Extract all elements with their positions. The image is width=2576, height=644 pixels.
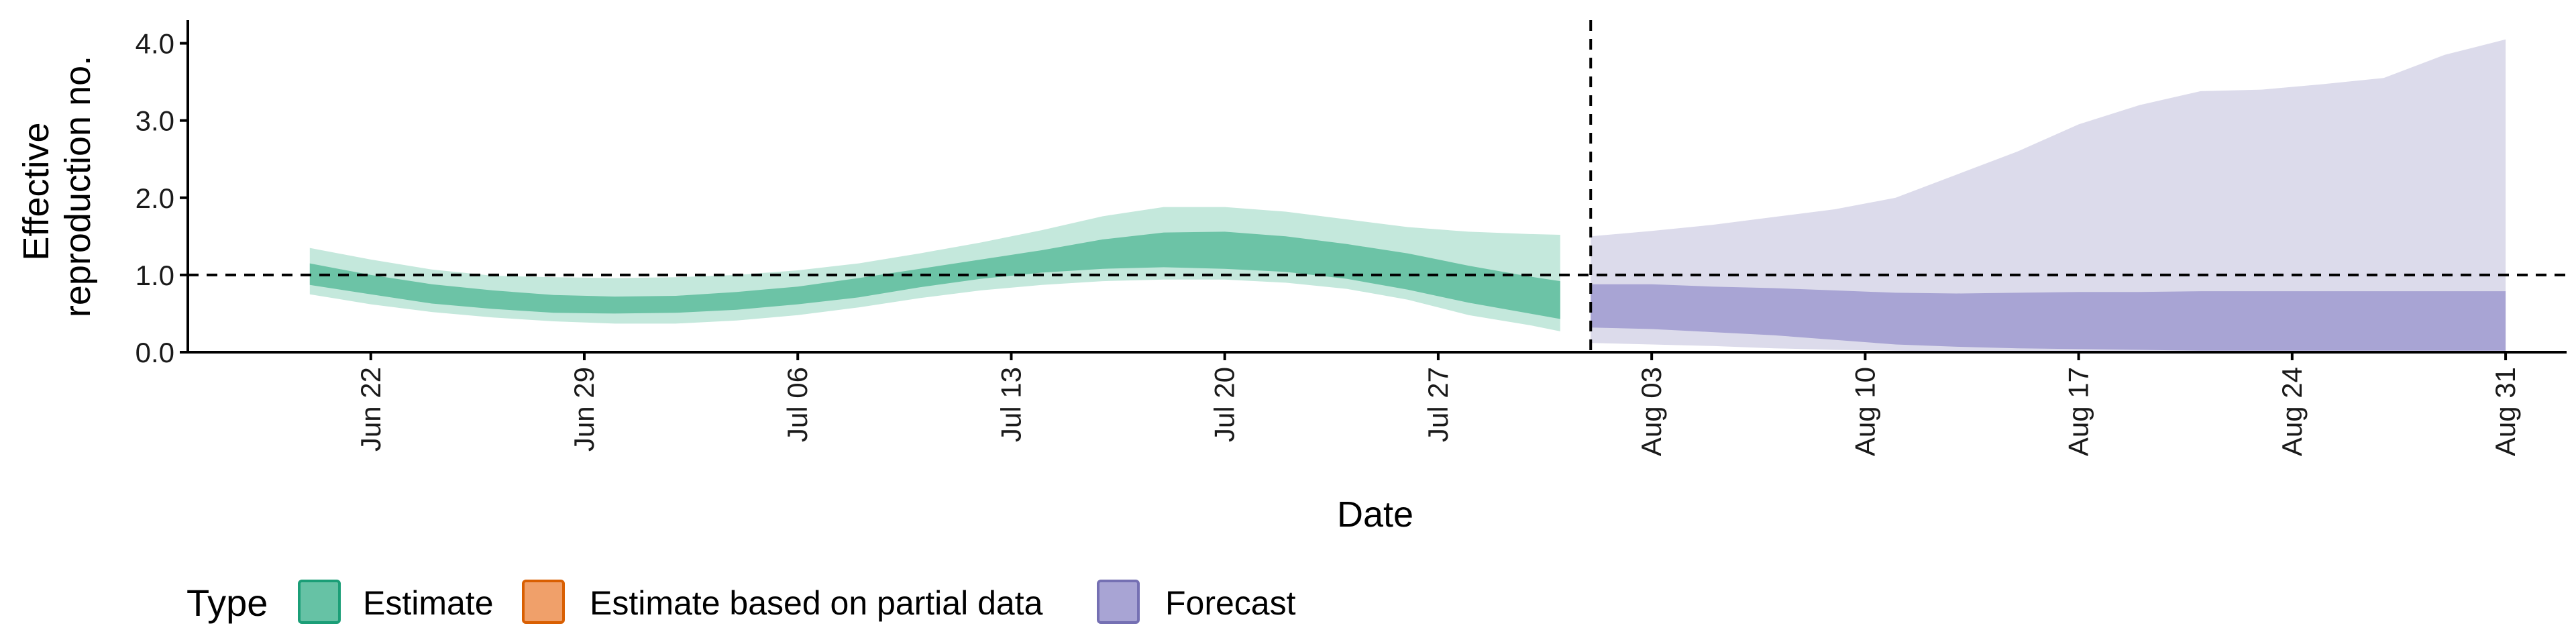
x-tick-label: Aug 31 [2489, 367, 2521, 456]
chart-bands [309, 39, 2506, 352]
legend-title: Type [186, 582, 268, 624]
legend-label-forecast: Forecast [1165, 584, 1296, 622]
x-tick-label: Jul 20 [1209, 367, 1240, 442]
x-tick-label: Aug 03 [1635, 367, 1667, 456]
y-tick-label: 3.0 [136, 105, 174, 137]
x-tick-label: Jul 06 [782, 367, 813, 442]
y-axis-title-line-2: reproduction no. [58, 56, 98, 317]
x-tick-label: Jun 22 [355, 367, 386, 451]
x-axis-title: Date [1337, 494, 1413, 535]
legend-key-estimate [298, 580, 341, 624]
y-tick-label: 0.0 [136, 337, 174, 368]
x-tick-label: Jul 13 [996, 367, 1027, 442]
legend: Type Estimate Estimate based on partial … [186, 580, 1296, 624]
legend-label-estimate-partial: Estimate based on partial data [590, 584, 1043, 622]
x-tick-label: Jul 27 [1422, 367, 1454, 442]
x-tick-label: Aug 17 [2063, 367, 2094, 456]
reference-lines [188, 20, 2567, 352]
forecast-outer-band [1591, 39, 2506, 352]
y-tick-label: 1.0 [136, 260, 174, 291]
y-axis-title: Effective reproduction no. [16, 56, 98, 317]
legend-key-forecast [1097, 580, 1140, 624]
x-tick-label: Jun 29 [568, 367, 600, 451]
forecast-inner-band [1591, 284, 2506, 351]
estimate-inner-band [309, 231, 1560, 319]
y-tick-label: 2.0 [136, 182, 174, 214]
y-axis-title-line-1: Effective [16, 122, 56, 260]
legend-key-estimate-partial [522, 580, 565, 624]
x-tick-label: Aug 10 [1849, 367, 1880, 456]
y-ticks: 0.0 1.0 2.0 3.0 4.0 [136, 28, 188, 368]
legend-label-estimate: Estimate [363, 584, 494, 622]
x-tick-label: Aug 24 [2276, 367, 2308, 456]
x-ticks: Jun 22 Jun 29 Jul 06 Jul 13 Jul 20 Jul 27 Aug … [355, 352, 2521, 456]
y-tick-label: 4.0 [136, 28, 174, 60]
